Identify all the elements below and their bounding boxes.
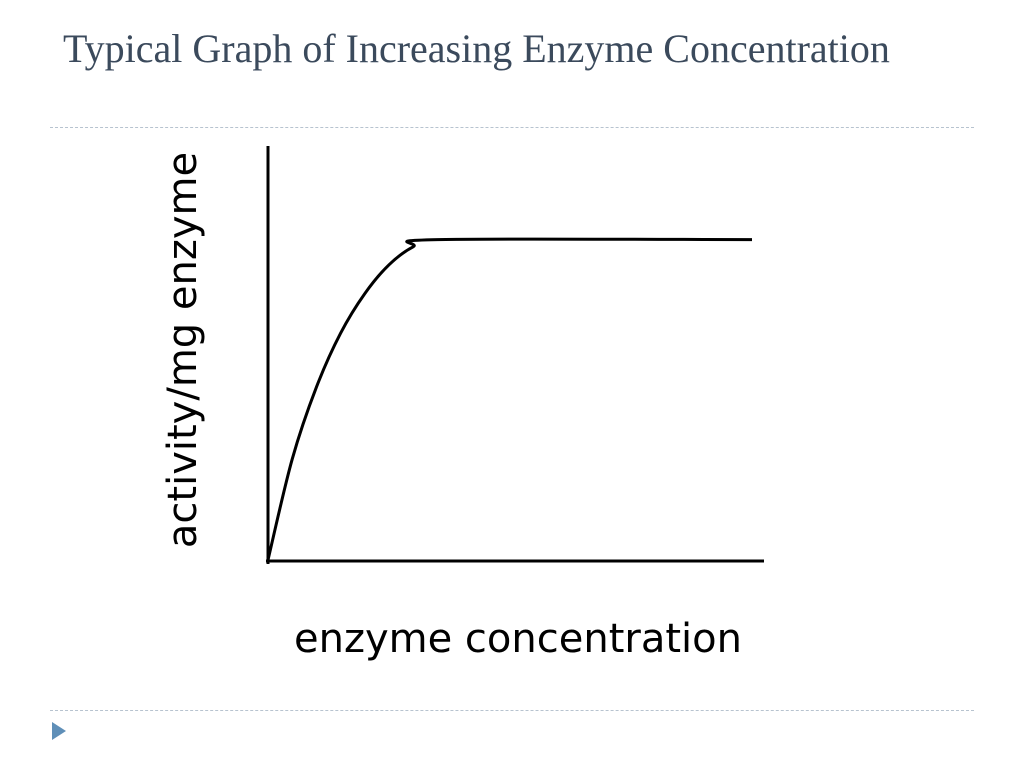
- triangle-right-icon[interactable]: [50, 721, 68, 741]
- footer-divider: [50, 710, 974, 711]
- series-line-0: [266, 237, 753, 561]
- y-axis-label: activity/mg enzyme: [160, 152, 206, 548]
- page-title: Typical Graph of Increasing Enzyme Conce…: [63, 26, 890, 71]
- title-divider: [50, 127, 974, 128]
- x-axis-label: enzyme concentration: [294, 616, 742, 662]
